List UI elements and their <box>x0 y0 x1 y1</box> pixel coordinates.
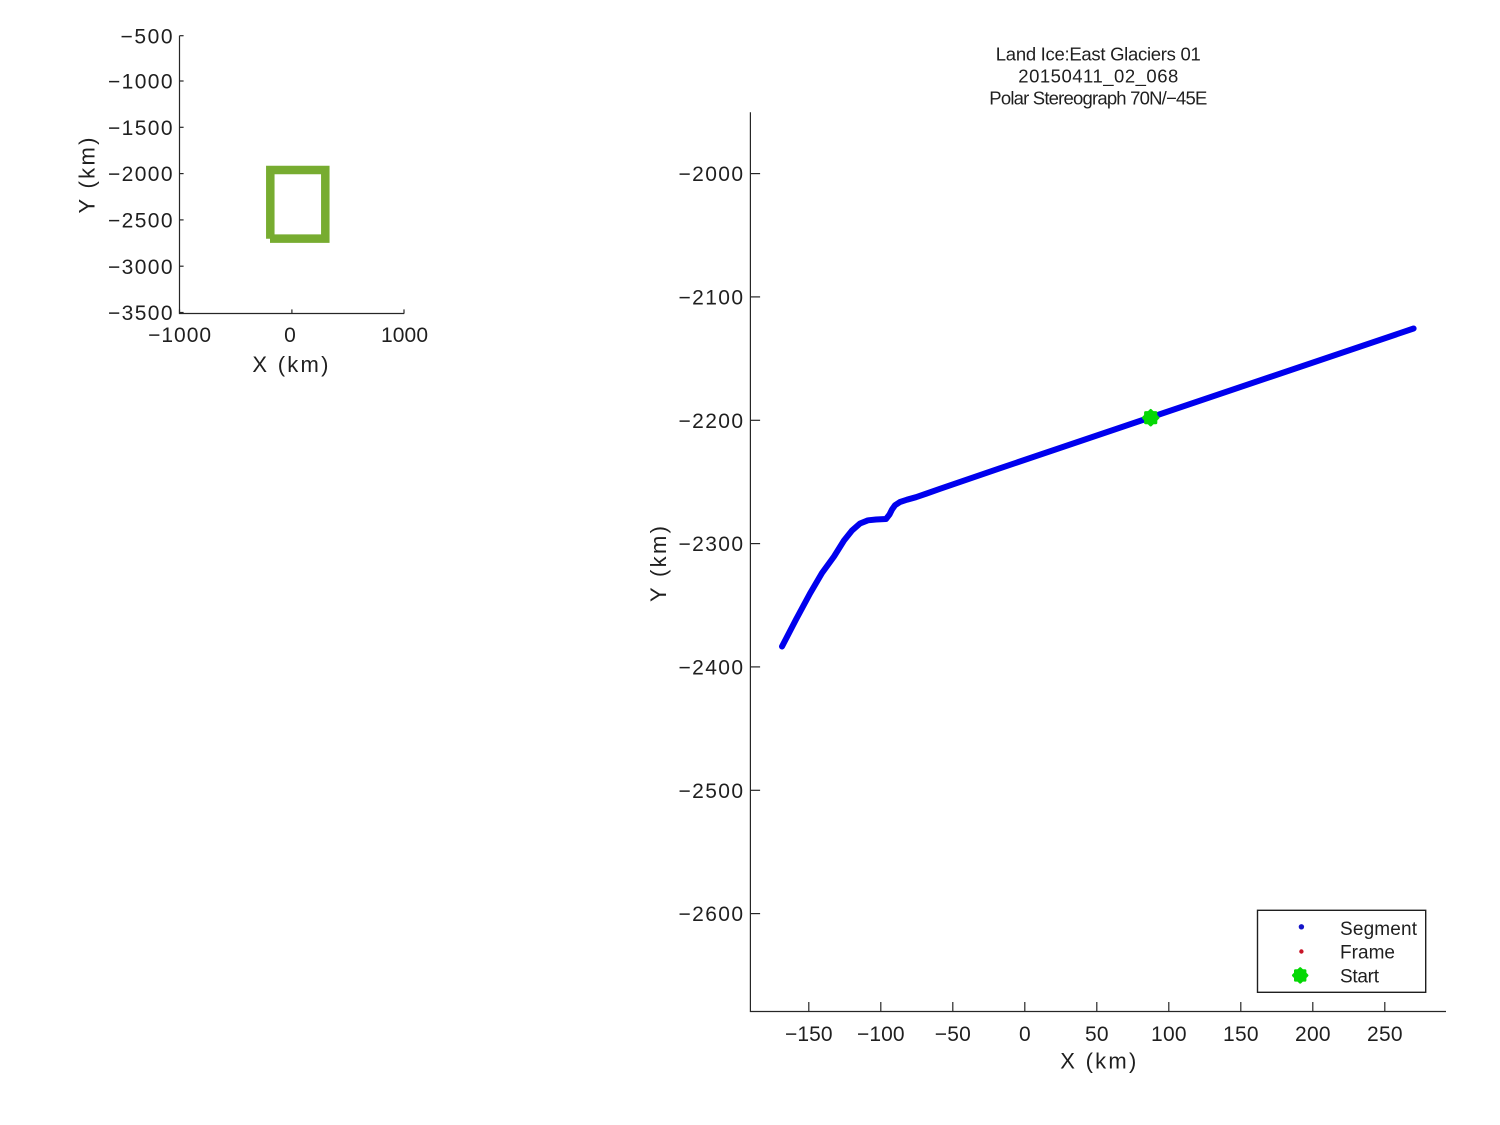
svg-text:−2500: −2500 <box>679 780 744 803</box>
svg-text:−2200: −2200 <box>679 410 744 433</box>
svg-text:0: 0 <box>1019 1023 1031 1046</box>
svg-text:X (km): X (km) <box>1060 1049 1136 1074</box>
svg-text:−3500: −3500 <box>108 302 173 325</box>
svg-text:−1000: −1000 <box>148 324 211 347</box>
svg-text:1000: 1000 <box>381 324 428 347</box>
svg-text:−2300: −2300 <box>679 533 744 556</box>
svg-text:−50: −50 <box>935 1023 971 1046</box>
svg-text:Segment: Segment <box>1340 919 1418 940</box>
svg-text:Y (km): Y (km) <box>646 526 671 602</box>
svg-text:150: 150 <box>1223 1023 1259 1046</box>
svg-text:−150: −150 <box>785 1023 833 1046</box>
svg-text:Start: Start <box>1340 966 1380 987</box>
svg-text:250: 250 <box>1367 1023 1403 1046</box>
svg-text:−2500: −2500 <box>108 210 173 233</box>
svg-text:−1000: −1000 <box>108 71 173 94</box>
svg-text:Frame: Frame <box>1340 943 1395 964</box>
svg-text:20150411_02_068: 20150411_02_068 <box>1018 66 1178 88</box>
svg-text:Polar Stereograph 70N/−45E: Polar Stereograph 70N/−45E <box>989 87 1207 108</box>
svg-text:−2000: −2000 <box>679 163 744 186</box>
svg-text:100: 100 <box>1151 1023 1187 1046</box>
svg-text:200: 200 <box>1295 1023 1331 1046</box>
svg-text:0: 0 <box>284 324 296 347</box>
svg-text:−100: −100 <box>857 1023 905 1046</box>
svg-text:−2100: −2100 <box>679 287 744 310</box>
svg-text:X (km): X (km) <box>252 352 328 377</box>
svg-text:−2600: −2600 <box>679 903 744 926</box>
svg-text:Y (km): Y (km) <box>75 138 100 214</box>
svg-text:Land Ice:East Glaciers 01: Land Ice:East Glaciers 01 <box>996 44 1201 65</box>
svg-text:−2000: −2000 <box>108 163 173 186</box>
svg-text:−3000: −3000 <box>108 256 173 279</box>
svg-text:−1500: −1500 <box>108 117 173 140</box>
svg-text:50: 50 <box>1085 1023 1109 1046</box>
svg-text:−2400: −2400 <box>679 657 744 680</box>
